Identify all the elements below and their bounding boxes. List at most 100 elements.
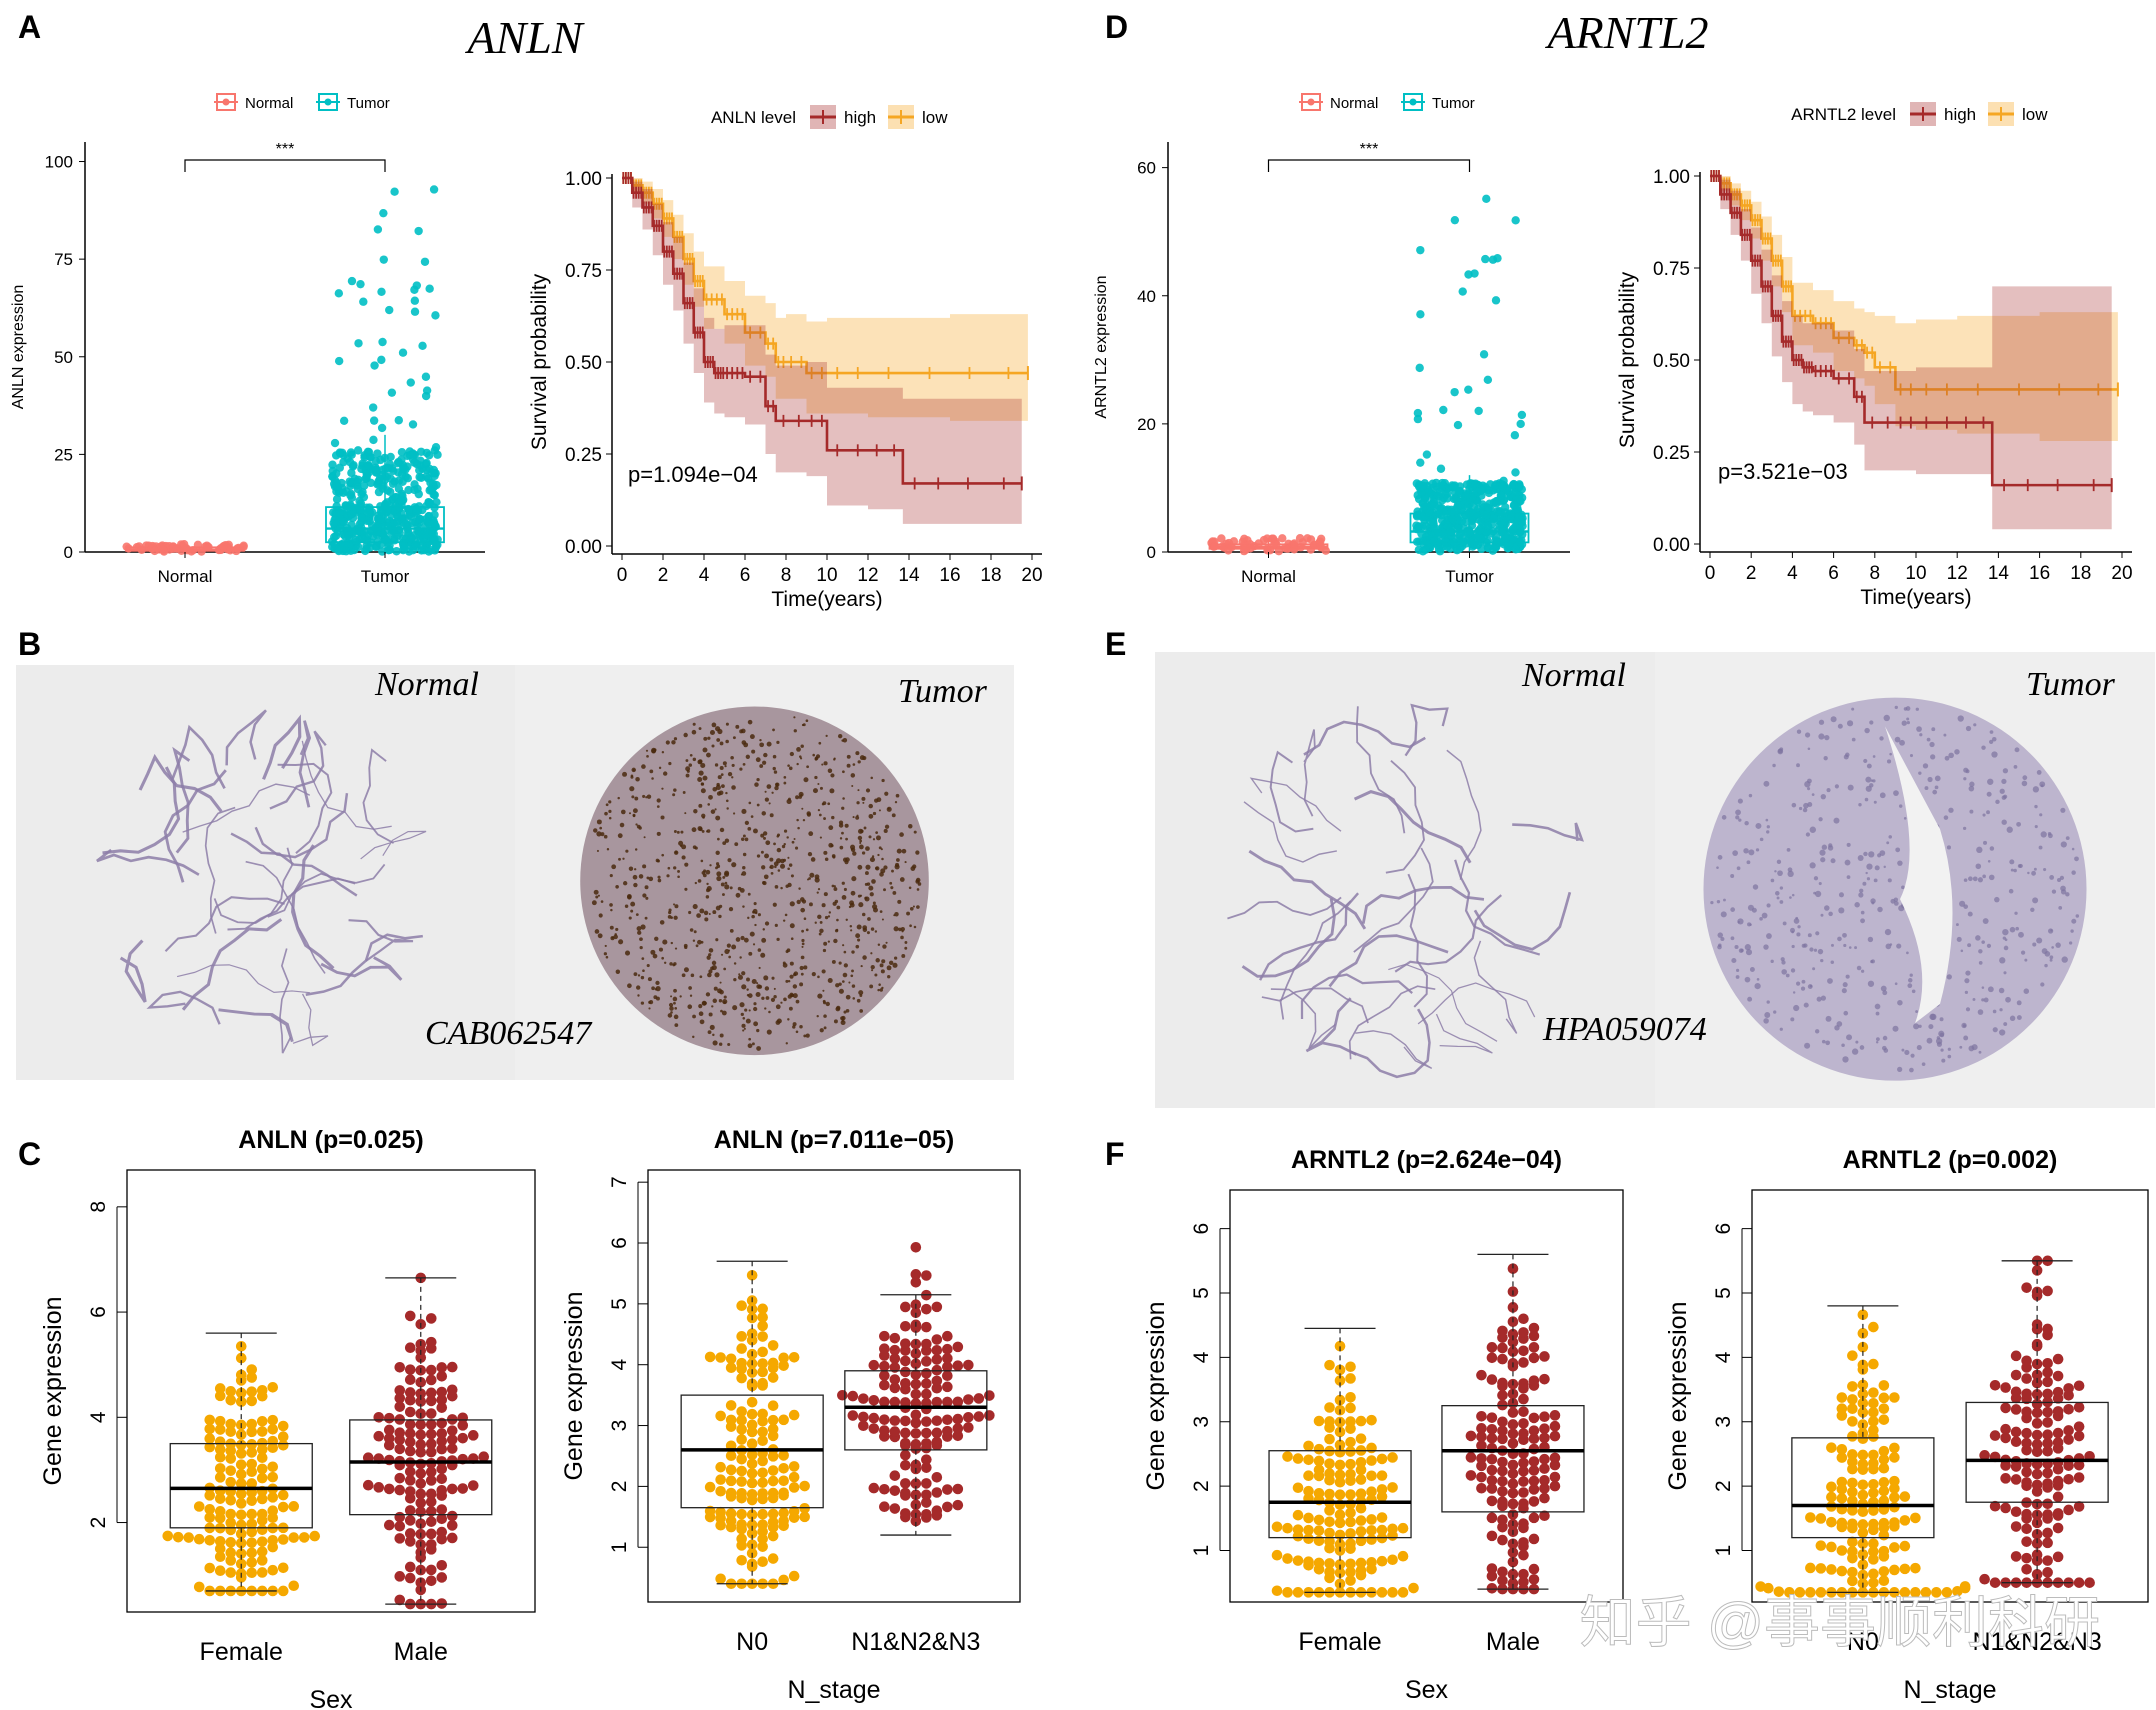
stained-nucleus	[846, 763, 851, 768]
data-point	[746, 1477, 758, 1489]
tumor-cell	[1965, 970, 1971, 976]
stained-nucleus	[706, 830, 709, 833]
stained-nucleus	[711, 722, 717, 728]
data-point	[225, 1386, 237, 1397]
data-point	[858, 1420, 869, 1432]
tumor-cell	[1858, 803, 1862, 807]
tumor-cell	[1763, 944, 1769, 950]
stained-nucleus	[851, 984, 856, 988]
stained-nucleus	[893, 914, 896, 917]
data-point	[298, 1532, 310, 1543]
tumor-cell	[1889, 752, 1892, 756]
normal-tissue-strand	[1349, 1008, 1431, 1079]
tumor-cell	[2038, 845, 2043, 850]
stained-nucleus	[731, 763, 735, 768]
data-point	[767, 1357, 779, 1369]
y-tick-label: 0.00	[565, 537, 602, 558]
data-point	[1815, 1513, 1827, 1524]
tumor-cell	[1747, 922, 1752, 927]
stained-nucleus	[787, 1018, 790, 1021]
data-point	[2042, 1445, 2053, 1457]
data-point	[963, 1394, 974, 1405]
tumor-cell	[1860, 910, 1865, 915]
data-point	[288, 1580, 300, 1592]
stained-nucleus	[868, 803, 873, 809]
stained-nucleus	[843, 950, 847, 954]
stained-nucleus	[655, 980, 660, 986]
data-point	[1334, 1439, 1346, 1451]
y-tick-label: 0.50	[1653, 351, 1690, 372]
stained-nucleus	[708, 969, 713, 974]
y-tick-label: 1.00	[565, 169, 602, 190]
tumor-cell	[1962, 826, 1967, 831]
stained-nucleus	[814, 757, 818, 761]
stained-nucleus	[608, 809, 612, 813]
data-point	[921, 1509, 932, 1520]
tumor-cell	[1869, 783, 1874, 788]
stained-nucleus	[776, 740, 780, 745]
tumor-cell	[1826, 788, 1831, 793]
y-tick-label: 25	[54, 445, 73, 464]
data-point	[1931, 1587, 1942, 1598]
tumor-cell	[1841, 1043, 1845, 1048]
data-point	[921, 1356, 932, 1367]
stained-nucleus	[713, 986, 718, 991]
stained-nucleus	[878, 809, 881, 812]
y-axis-title: Gene expression	[1142, 1301, 1170, 1490]
stained-nucleus	[817, 782, 820, 786]
tumor-cell	[1730, 936, 1735, 941]
tumor-cell	[1846, 1034, 1853, 1041]
data-point	[203, 543, 212, 552]
data-point	[1447, 507, 1456, 517]
stained-nucleus	[673, 788, 677, 792]
tumor-cell	[1947, 1047, 1951, 1051]
data-point	[1470, 480, 1479, 489]
data-point	[2042, 1376, 2053, 1388]
data-point	[1334, 1340, 1346, 1352]
data-point	[409, 450, 418, 459]
stained-nucleus	[697, 939, 702, 945]
stained-nucleus	[683, 732, 688, 738]
tumor-cell	[1803, 1002, 1809, 1008]
stained-nucleus	[894, 912, 899, 917]
tumor-cell	[1956, 936, 1962, 942]
gene-title: ANLN	[464, 12, 584, 63]
data-point	[345, 457, 355, 467]
data-point	[421, 372, 431, 381]
tumor-cell	[1883, 1048, 1889, 1053]
data-point	[339, 457, 348, 467]
stained-nucleus	[742, 834, 746, 838]
stained-nucleus	[712, 1040, 718, 1046]
data-point	[2073, 1421, 2085, 1432]
stained-nucleus	[756, 778, 760, 782]
tumor-cell	[1830, 960, 1835, 965]
data-point	[1899, 1515, 1911, 1526]
data-point	[1355, 1565, 1367, 1576]
tumor-cell	[1930, 1013, 1937, 1021]
tumor-cell	[1981, 745, 1986, 750]
stained-nucleus	[656, 798, 661, 803]
stained-nucleus	[668, 1002, 674, 1008]
stained-nucleus	[667, 866, 671, 870]
stained-nucleus	[771, 976, 775, 980]
tumor-cell	[1995, 799, 2000, 805]
data-point	[1486, 1475, 1498, 1486]
data-point	[1462, 528, 1471, 537]
data-point	[1483, 521, 1493, 531]
stained-nucleus	[831, 884, 835, 888]
tumor-cell	[1903, 817, 1907, 820]
data-point	[377, 423, 387, 433]
data-point	[404, 1515, 416, 1526]
data-point	[425, 1364, 437, 1376]
stained-nucleus	[775, 782, 779, 787]
data-point	[412, 504, 421, 513]
stained-nucleus	[886, 806, 892, 812]
normal-tissue-strand	[1388, 963, 1498, 1042]
data-point	[1539, 1351, 1550, 1362]
tumor-cell	[1946, 845, 1951, 850]
tumor-cell	[1976, 846, 1983, 854]
data-point	[2052, 1353, 2064, 1365]
data-point	[394, 1362, 406, 1373]
stained-nucleus	[683, 943, 688, 948]
stained-nucleus	[698, 759, 703, 764]
